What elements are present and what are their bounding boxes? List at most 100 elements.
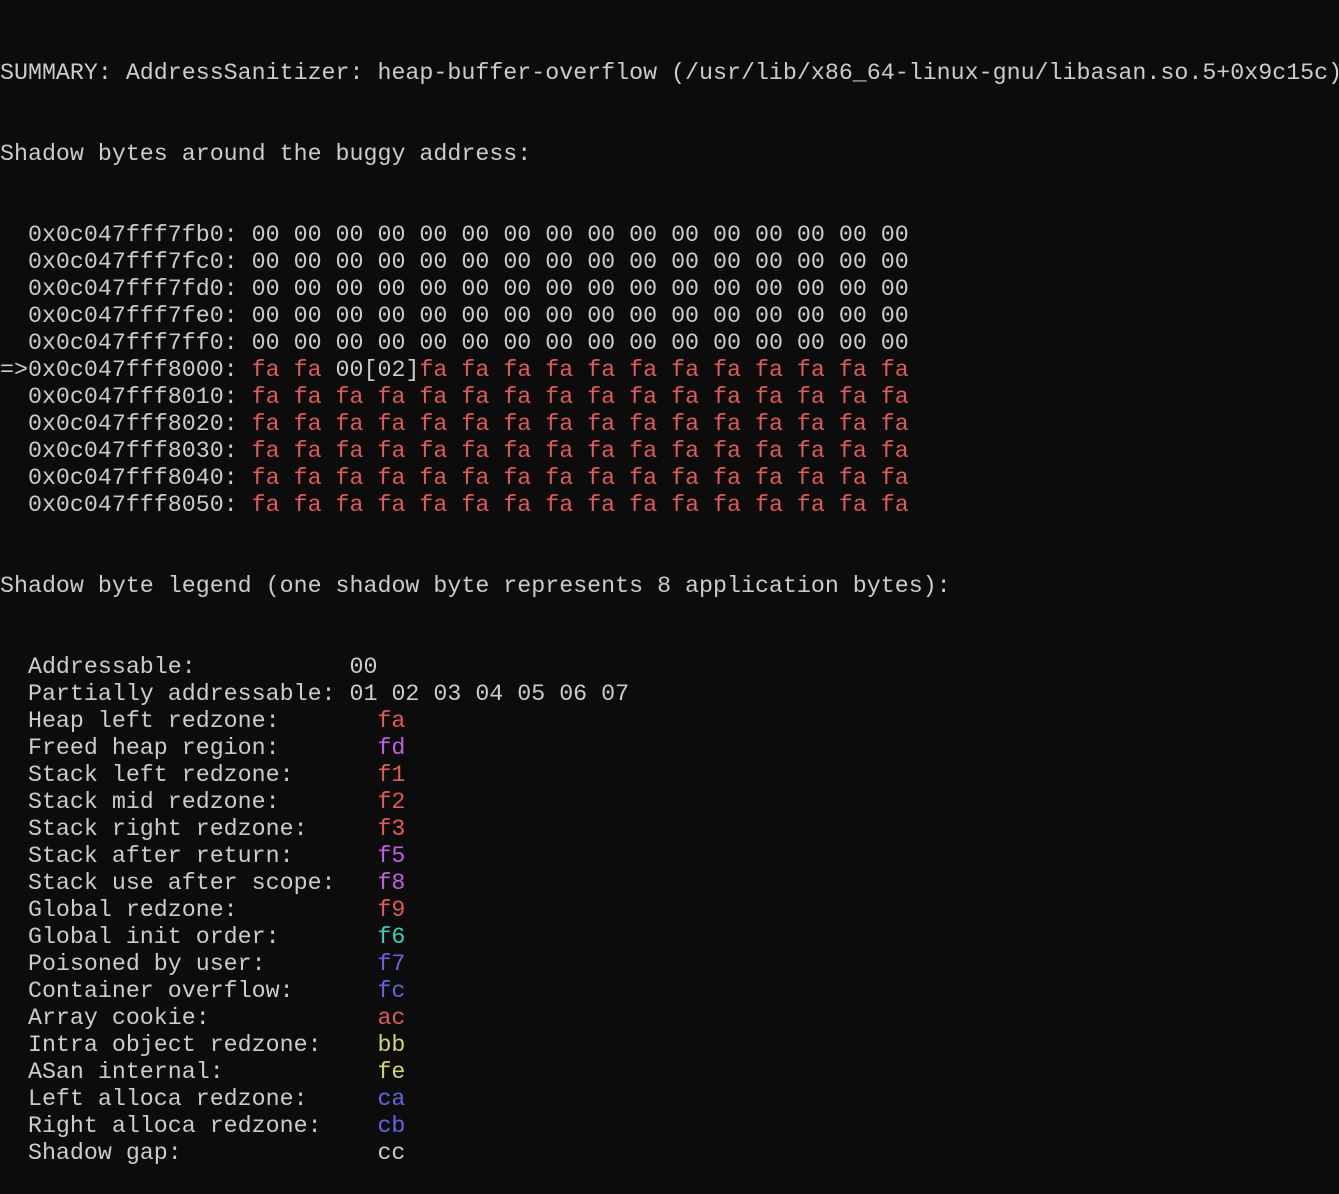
legend-label: Freed heap region: bbox=[0, 735, 280, 761]
row-prefix bbox=[0, 492, 28, 518]
legend-label: Stack after return: bbox=[0, 843, 294, 869]
legend-label: Intra object redzone: bbox=[0, 1032, 322, 1058]
row-address: 0x0c047fff8030: bbox=[27, 438, 238, 464]
shadow-bytes: 00[02] bbox=[321, 357, 420, 383]
shadow-bytes: 00 00 00 00 00 00 00 00 00 00 00 00 00 0… bbox=[237, 249, 909, 275]
legend-item: Stack after return: f5 bbox=[0, 843, 1339, 870]
legend-item: Stack right redzone: f3 bbox=[0, 816, 1339, 843]
legend-item: Container overflow: fc bbox=[0, 978, 1339, 1005]
legend-label: Shadow gap: bbox=[0, 1140, 182, 1166]
shadow-row: 0x0c047fff8030: fa fa fa fa fa fa fa fa … bbox=[0, 438, 1339, 465]
legend-item: Stack use after scope: f8 bbox=[0, 870, 1339, 897]
row-prefix bbox=[0, 303, 28, 329]
legend-value: fa bbox=[377, 708, 406, 734]
shadow-row: 0x0c047fff8050: fa fa fa fa fa fa fa fa … bbox=[0, 492, 1339, 519]
legend-label: Stack right redzone: bbox=[0, 816, 308, 842]
legend-label: Global init order: bbox=[0, 924, 280, 950]
legend-value: fc bbox=[377, 978, 406, 1004]
shadow-bytes bbox=[238, 438, 252, 464]
legend-value: f1 bbox=[377, 762, 406, 788]
legend-item: ASan internal: fe bbox=[0, 1059, 1339, 1086]
legend-value: f8 bbox=[377, 870, 406, 896]
legend-label: Poisoned by user: bbox=[0, 951, 266, 977]
legend-item: Stack left redzone: f1 bbox=[0, 762, 1339, 789]
row-address: 0x0c047fff8020: bbox=[27, 411, 238, 437]
row-address: 0x0c047fff7ff0: bbox=[27, 330, 238, 356]
shadow-bytes: fa fa fa fa fa fa fa fa fa fa fa fa fa f… bbox=[251, 492, 909, 518]
legend-label: Stack use after scope: bbox=[0, 870, 336, 896]
shadow-row: 0x0c047fff8040: fa fa fa fa fa fa fa fa … bbox=[0, 465, 1339, 492]
shadow-row: 0x0c047fff8020: fa fa fa fa fa fa fa fa … bbox=[0, 411, 1339, 438]
row-address: 0x0c047fff8010: bbox=[27, 384, 238, 410]
legend-label: ASan internal: bbox=[0, 1059, 224, 1085]
legend-value: f2 bbox=[377, 789, 406, 815]
legend-item: Global redzone: f9 bbox=[0, 897, 1339, 924]
row-prefix bbox=[0, 276, 28, 302]
legend-item: Poisoned by user: f7 bbox=[0, 951, 1339, 978]
shadow-row-buggy: =>0x0c047fff8000: fa fa 00[02]fa fa fa f… bbox=[0, 357, 1339, 384]
legend-item: Array cookie: ac bbox=[0, 1005, 1339, 1032]
legend-value: fe bbox=[377, 1059, 406, 1085]
shadow-row: 0x0c047fff7ff0: 00 00 00 00 00 00 00 00 … bbox=[0, 330, 1339, 357]
shadow-bytes: 00 00 00 00 00 00 00 00 00 00 00 00 00 0… bbox=[237, 303, 909, 329]
shadow-bytes: fa fa fa fa fa fa fa fa fa fa fa fa fa f… bbox=[251, 411, 909, 437]
shadow-bytes bbox=[238, 411, 252, 437]
shadow-bytes: 00 00 00 00 00 00 00 00 00 00 00 00 00 0… bbox=[237, 330, 909, 356]
legend-item: Left alloca redzone: ca bbox=[0, 1086, 1339, 1113]
legend-label: Left alloca redzone: bbox=[0, 1086, 308, 1112]
row-prefix bbox=[0, 384, 28, 410]
legend-value: fd bbox=[377, 735, 406, 761]
row-address: 0x0c047fff8000: bbox=[27, 357, 238, 383]
legend-item: Global init order: f6 bbox=[0, 924, 1339, 951]
legend-value: bb bbox=[377, 1032, 406, 1058]
legend-value: f5 bbox=[377, 843, 406, 869]
legend-value: f6 bbox=[377, 924, 406, 950]
shadow-byte-legend: Addressable: 00 Partially addressable: 01 … bbox=[0, 654, 1339, 1167]
legend-item: Stack mid redzone: f2 bbox=[0, 789, 1339, 816]
shadow-row: 0x0c047fff7fb0: 00 00 00 00 00 00 00 00 … bbox=[0, 222, 1339, 249]
shadow-row: 0x0c047fff7fd0: 00 00 00 00 00 00 00 00 … bbox=[0, 276, 1339, 303]
legend-label: Partially addressable: bbox=[0, 681, 336, 707]
summary-line: SUMMARY: AddressSanitizer: heap-buffer-o… bbox=[0, 60, 1339, 86]
shadow-bytes: 00 00 00 00 00 00 00 00 00 00 00 00 00 0… bbox=[237, 222, 909, 248]
shadow-bytes bbox=[238, 492, 252, 518]
legend-value: f7 bbox=[377, 951, 406, 977]
shadow-row: 0x0c047fff7fe0: 00 00 00 00 00 00 00 00 … bbox=[0, 303, 1339, 330]
legend-label: Array cookie: bbox=[0, 1005, 210, 1031]
shadow-bytes: fa fa fa fa fa fa fa fa fa fa fa fa fa f… bbox=[251, 438, 909, 464]
row-prefix: => bbox=[0, 357, 28, 383]
legend-label: Stack left redzone: bbox=[0, 762, 294, 788]
legend-label: Stack mid redzone: bbox=[0, 789, 280, 815]
legend-value: f3 bbox=[377, 816, 406, 842]
legend-value: f9 bbox=[377, 897, 406, 923]
legend-item: Right alloca redzone: cb bbox=[0, 1113, 1339, 1140]
legend-value: 01 02 03 04 05 06 07 bbox=[349, 681, 630, 707]
shadow-bytes: 00 00 00 00 00 00 00 00 00 00 00 00 00 0… bbox=[237, 276, 909, 302]
shadow-bytes-header: Shadow bytes around the buggy address: bbox=[0, 141, 532, 167]
row-address: 0x0c047fff8050: bbox=[27, 492, 238, 518]
shadow-row: 0x0c047fff7fc0: 00 00 00 00 00 00 00 00 … bbox=[0, 249, 1339, 276]
legend-value: ac bbox=[377, 1005, 406, 1031]
legend-item: Shadow gap: cc bbox=[0, 1140, 1339, 1167]
shadow-bytes bbox=[238, 357, 252, 383]
row-address: 0x0c047fff7fe0: bbox=[27, 303, 238, 329]
shadow-bytes: fa fa bbox=[251, 357, 322, 383]
legend-value: 00 bbox=[349, 654, 378, 680]
shadow-bytes: fa fa fa fa fa fa fa fa fa fa fa fa fa f… bbox=[251, 384, 909, 410]
legend-label: Container overflow: bbox=[0, 978, 294, 1004]
row-prefix bbox=[0, 249, 28, 275]
legend-label: Right alloca redzone: bbox=[0, 1113, 322, 1139]
legend-item: Intra object redzone: bb bbox=[0, 1032, 1339, 1059]
terminal-output[interactable]: SUMMARY: AddressSanitizer: heap-buffer-o… bbox=[0, 6, 1339, 1194]
row-address: 0x0c047fff7fc0: bbox=[27, 249, 238, 275]
shadow-memory-dump: 0x0c047fff7fb0: 00 00 00 00 00 00 00 00 … bbox=[0, 222, 1339, 519]
legend-value: cc bbox=[377, 1140, 406, 1166]
legend-label: Global redzone: bbox=[0, 897, 238, 923]
shadow-bytes: fa fa fa fa fa fa fa fa fa fa fa fa bbox=[419, 357, 909, 383]
row-prefix bbox=[0, 438, 28, 464]
row-prefix bbox=[0, 330, 28, 356]
row-address: 0x0c047fff7fd0: bbox=[27, 276, 238, 302]
row-prefix bbox=[0, 465, 28, 491]
row-prefix bbox=[0, 222, 28, 248]
row-prefix bbox=[0, 411, 28, 437]
